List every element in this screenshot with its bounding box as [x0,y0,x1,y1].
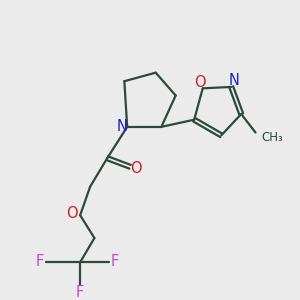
Text: O: O [66,206,78,221]
Text: N: N [229,73,239,88]
Text: F: F [35,254,44,269]
Text: O: O [130,161,142,176]
Text: F: F [76,285,84,300]
Text: O: O [194,75,206,90]
Text: CH₃: CH₃ [262,131,283,144]
Text: N: N [117,119,128,134]
Text: F: F [111,254,119,269]
